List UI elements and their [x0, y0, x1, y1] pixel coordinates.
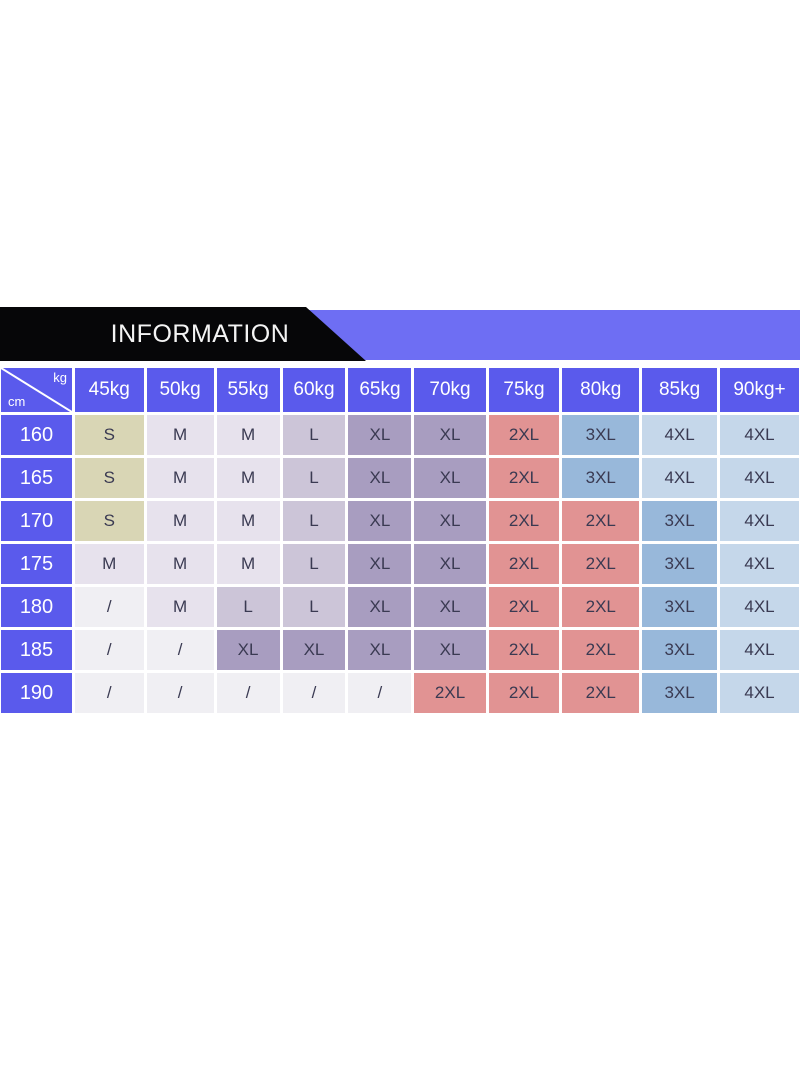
size-cell: XL — [348, 501, 412, 541]
size-cell: 4XL — [720, 458, 799, 498]
size-cell: 4XL — [720, 587, 799, 627]
size-cell-unavailable: / — [75, 630, 144, 670]
col-header-75kg: 75kg — [488, 368, 560, 412]
size-cell-unavailable: / — [146, 630, 214, 670]
size-cell: M — [75, 544, 144, 584]
size-cell: 3XL — [642, 587, 717, 627]
size-cell: XL — [216, 630, 280, 670]
size-cell: 3XL — [642, 501, 717, 541]
size-cell: 4XL — [720, 630, 799, 670]
col-header-65kg: 65kg — [348, 368, 412, 412]
size-cell: M — [146, 415, 214, 455]
size-cell: L — [282, 501, 346, 541]
size-cell: 4XL — [642, 458, 717, 498]
size-cell: XL — [348, 415, 412, 455]
size-cell: 2XL — [562, 673, 640, 713]
row-header-170: 170 — [1, 501, 72, 541]
banner-title: INFORMATION — [110, 319, 290, 348]
size-cell: 2XL — [562, 587, 640, 627]
col-header-70kg: 70kg — [414, 368, 486, 412]
col-header-45kg: 45kg — [75, 368, 144, 412]
size-cell: 2XL — [414, 673, 486, 713]
size-cell: 2XL — [562, 501, 640, 541]
size-cell: M — [146, 501, 214, 541]
information-banner: INFORMATION — [0, 307, 800, 361]
size-cell: XL — [414, 544, 486, 584]
size-cell-unavailable: / — [146, 673, 214, 713]
size-cell: M — [146, 544, 214, 584]
size-cell: 4XL — [720, 501, 799, 541]
size-cell: S — [75, 501, 144, 541]
size-cell: M — [146, 458, 214, 498]
size-cell-unavailable: / — [75, 587, 144, 627]
size-cell-unavailable: / — [216, 673, 280, 713]
col-header-60kg: 60kg — [282, 368, 346, 412]
size-cell: 4XL — [642, 415, 717, 455]
size-cell: L — [282, 544, 346, 584]
size-cell: 2XL — [488, 630, 560, 670]
size-cell: XL — [348, 587, 412, 627]
size-cell: 3XL — [562, 415, 640, 455]
row-header-180: 180 — [1, 587, 72, 627]
size-cell: 3XL — [642, 673, 717, 713]
size-cell: 3XL — [642, 630, 717, 670]
size-cell: XL — [414, 587, 486, 627]
size-cell: 2XL — [488, 458, 560, 498]
size-cell: 2XL — [488, 544, 560, 584]
corner-cm-label: cm — [8, 394, 26, 409]
banner-black-ribbon: INFORMATION — [0, 307, 366, 361]
row-header-185: 185 — [1, 630, 72, 670]
size-cell: M — [216, 415, 280, 455]
size-cell: L — [282, 458, 346, 498]
size-cell: L — [282, 587, 346, 627]
size-cell: 3XL — [642, 544, 717, 584]
row-header-190: 190 — [1, 673, 72, 713]
size-cell: 2XL — [562, 630, 640, 670]
diagonal-divider-line — [1, 368, 72, 412]
size-cell: XL — [282, 630, 346, 670]
size-cell: XL — [414, 458, 486, 498]
size-cell: XL — [414, 630, 486, 670]
corner-cell: kg cm — [1, 368, 72, 412]
size-cell-unavailable: / — [348, 673, 412, 713]
size-cell: 4XL — [720, 673, 799, 713]
size-cell: 4XL — [720, 544, 799, 584]
size-cell: XL — [348, 544, 412, 584]
col-header-55kg: 55kg — [216, 368, 280, 412]
size-cell: M — [216, 544, 280, 584]
size-cell: XL — [348, 458, 412, 498]
corner-kg-label: kg — [53, 370, 67, 385]
size-cell: 2XL — [488, 587, 560, 627]
size-cell-unavailable: / — [282, 673, 346, 713]
size-cell: XL — [414, 501, 486, 541]
row-header-160: 160 — [1, 415, 72, 455]
size-cell: 2XL — [488, 673, 560, 713]
col-header-80kg: 80kg — [562, 368, 640, 412]
size-cell: 2XL — [562, 544, 640, 584]
size-cell: L — [216, 587, 280, 627]
size-cell: 2XL — [488, 501, 560, 541]
size-cell: S — [75, 415, 144, 455]
col-header-85kg: 85kg — [642, 368, 717, 412]
size-cell: 3XL — [562, 458, 640, 498]
col-header-90kgplus: 90kg+ — [720, 368, 799, 412]
row-header-175: 175 — [1, 544, 72, 584]
row-header-165: 165 — [1, 458, 72, 498]
size-cell: 2XL — [488, 415, 560, 455]
size-cell: M — [146, 587, 214, 627]
size-cell: 4XL — [720, 415, 799, 455]
size-cell-unavailable: / — [75, 673, 144, 713]
size-cell: M — [216, 501, 280, 541]
size-cell: S — [75, 458, 144, 498]
col-header-50kg: 50kg — [146, 368, 214, 412]
size-cell: L — [282, 415, 346, 455]
size-cell: XL — [348, 630, 412, 670]
size-cell: M — [216, 458, 280, 498]
size-cell: XL — [414, 415, 486, 455]
size-chart-table: kg cm 45kg 50kg 55kg 60kg 65kg 70kg 75kg 80kg 85kg… — [1, 368, 799, 713]
